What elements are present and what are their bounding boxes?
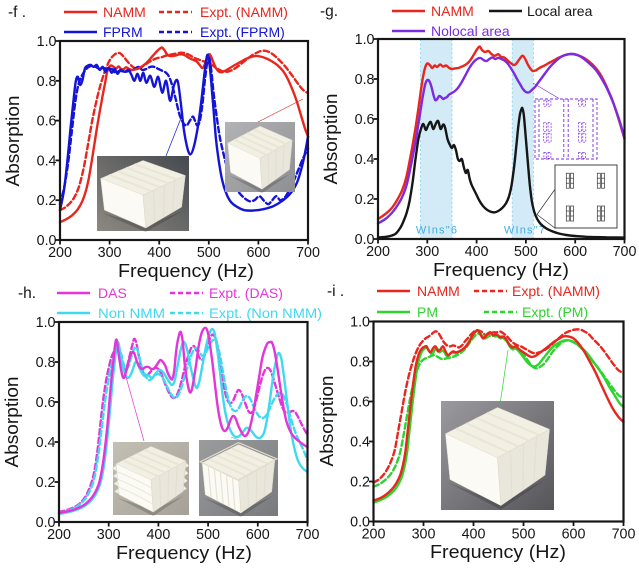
svg-text:300: 300 xyxy=(97,527,121,543)
svg-text:Non NMM: Non NMM xyxy=(98,305,165,321)
svg-text:300: 300 xyxy=(98,245,122,261)
svg-text:0.4: 0.4 xyxy=(36,435,56,451)
svg-text:400: 400 xyxy=(147,245,171,261)
svg-text:Expt. (PM): Expt. (PM) xyxy=(522,304,588,320)
svg-text:0.2: 0.2 xyxy=(36,475,56,491)
svg-text:0.0: 0.0 xyxy=(350,515,370,531)
svg-text:0.0: 0.0 xyxy=(36,515,56,531)
svg-text:0.4: 0.4 xyxy=(355,152,375,168)
svg-text:0.8: 0.8 xyxy=(355,72,375,88)
svg-text:DAS: DAS xyxy=(98,285,127,301)
svg-text:PM: PM xyxy=(417,304,438,320)
svg-text:Absorption: Absorption xyxy=(316,376,337,467)
svg-text:-h.: -h. xyxy=(18,285,36,302)
svg-text:0.0: 0.0 xyxy=(355,232,375,248)
svg-text:Absorption: Absorption xyxy=(1,377,22,468)
svg-text:600: 600 xyxy=(563,244,587,260)
svg-text:0.6: 0.6 xyxy=(350,395,370,411)
svg-text:0.6: 0.6 xyxy=(355,112,375,128)
svg-text:500: 500 xyxy=(197,245,221,261)
svg-text:Frequency (Hz): Frequency (Hz) xyxy=(116,542,252,563)
svg-text:Frequency (Hz): Frequency (Hz) xyxy=(430,541,566,562)
svg-text:0.8: 0.8 xyxy=(37,74,57,90)
svg-text:0.6: 0.6 xyxy=(37,114,57,130)
svg-text:Expt. (NAMM): Expt. (NAMM) xyxy=(512,283,600,299)
svg-text:WIns"7: WIns"7 xyxy=(504,225,546,237)
svg-text:600: 600 xyxy=(246,527,270,543)
svg-text:WIns"6: WIns"6 xyxy=(416,225,458,237)
svg-text:500: 500 xyxy=(514,244,538,260)
svg-text:700: 700 xyxy=(296,527,320,543)
svg-text:Nolocal area: Nolocal area xyxy=(431,23,510,39)
svg-text:0.2: 0.2 xyxy=(37,193,57,209)
svg-text:Frequency (Hz): Frequency (Hz) xyxy=(118,260,254,281)
svg-text:-i .: -i . xyxy=(327,283,344,300)
svg-text:Expt. (Non NMM): Expt. (Non NMM) xyxy=(209,305,322,321)
svg-text:700: 700 xyxy=(296,245,320,261)
svg-text:0.2: 0.2 xyxy=(350,475,370,491)
svg-text:1.0: 1.0 xyxy=(350,315,370,331)
svg-text:300: 300 xyxy=(415,244,439,260)
svg-text:700: 700 xyxy=(612,527,636,543)
svg-text:400: 400 xyxy=(146,527,170,543)
svg-text:400: 400 xyxy=(465,244,489,260)
svg-text:-f .: -f . xyxy=(8,4,26,21)
svg-text:0.2: 0.2 xyxy=(355,192,375,208)
svg-text:Local area: Local area xyxy=(527,3,593,19)
svg-text:0.8: 0.8 xyxy=(36,355,56,371)
svg-text:Absorption: Absorption xyxy=(320,94,341,185)
svg-text:Frequency (Hz): Frequency (Hz) xyxy=(433,259,569,280)
svg-text:0.0: 0.0 xyxy=(37,233,57,249)
svg-text:NAMM: NAMM xyxy=(103,4,146,20)
svg-text:1.0: 1.0 xyxy=(36,315,56,331)
svg-text:Expt. (FPRM): Expt. (FPRM) xyxy=(200,24,285,40)
svg-text:0.4: 0.4 xyxy=(350,435,370,451)
svg-text:Absorption: Absorption xyxy=(2,96,23,187)
svg-text:1.0: 1.0 xyxy=(355,32,375,48)
svg-text:NAMM: NAMM xyxy=(417,283,460,299)
svg-text:Expt. (DAS): Expt. (DAS) xyxy=(209,285,283,301)
svg-text:0.6: 0.6 xyxy=(36,395,56,411)
svg-text:-g.: -g. xyxy=(320,3,338,20)
svg-text:NAMM: NAMM xyxy=(431,3,474,19)
svg-text:1.0: 1.0 xyxy=(37,34,57,50)
svg-text:700: 700 xyxy=(613,244,637,260)
svg-text:Expt. (NAMM): Expt. (NAMM) xyxy=(200,4,288,20)
svg-text:600: 600 xyxy=(246,245,270,261)
svg-text:0.4: 0.4 xyxy=(37,153,57,169)
svg-text:FPRM: FPRM xyxy=(103,24,143,40)
svg-text:500: 500 xyxy=(196,527,220,543)
svg-text:0.8: 0.8 xyxy=(350,355,370,371)
